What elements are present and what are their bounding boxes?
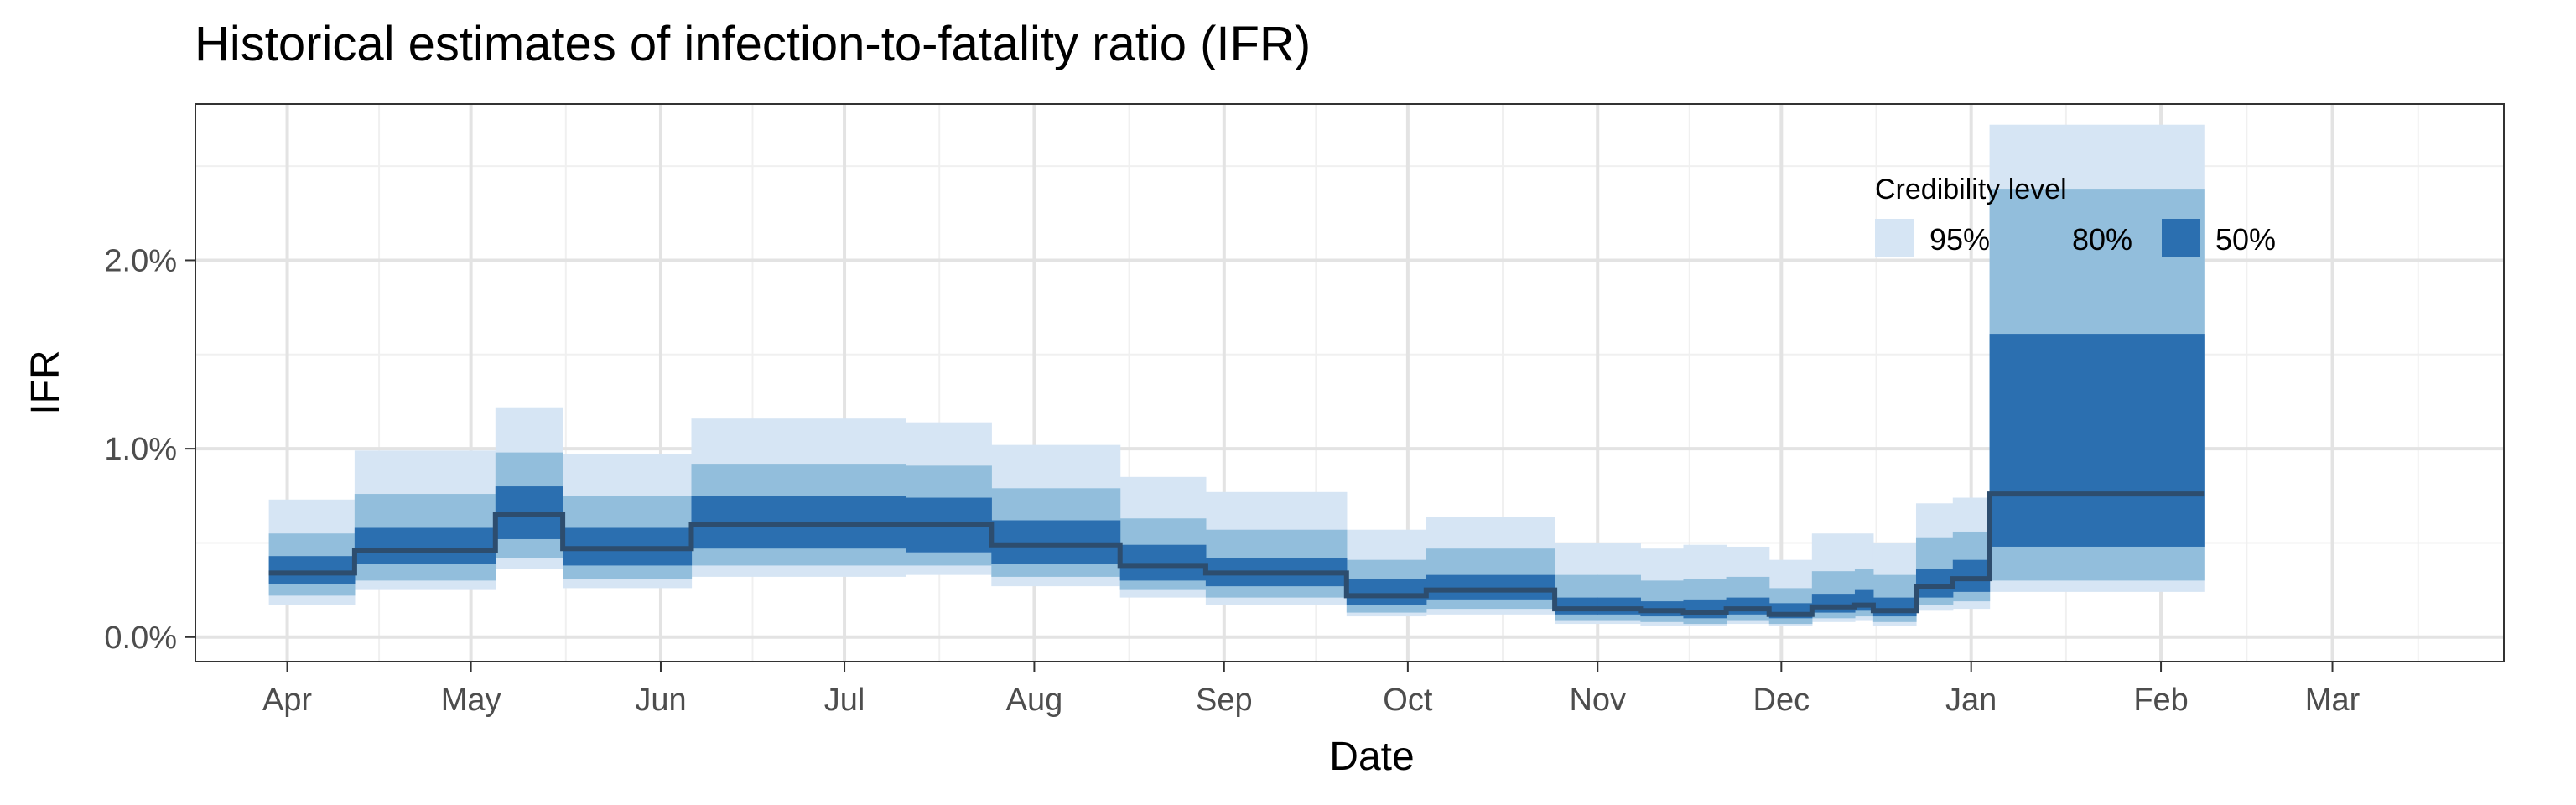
legend-title: Credibility level — [1875, 174, 2067, 205]
y-tick-label: 1.0% — [104, 432, 177, 467]
x-tick-label: Sep — [1196, 683, 1253, 718]
x-tick-label: Mar — [2305, 683, 2360, 718]
band-50-segment — [1119, 544, 1207, 581]
legend-swatch-95 — [1875, 219, 1914, 257]
x-tick-label: Jun — [635, 683, 686, 718]
legend-label-95: 95% — [1929, 222, 1990, 257]
band-50-segment — [1683, 599, 1727, 619]
band-50-segment — [354, 527, 496, 564]
x-tick-label: Jan — [1945, 683, 1997, 718]
band-50-segment — [1952, 559, 1991, 592]
plot-border — [195, 103, 2505, 662]
y-tick-label: 0.0% — [104, 621, 177, 656]
band-50-segment — [1597, 597, 1641, 615]
legend-label-80: 80% — [2072, 222, 2132, 257]
median-line-group — [268, 491, 2205, 617]
legend-swatch-50 — [2162, 219, 2200, 257]
legend-swatch-80 — [2018, 219, 2057, 257]
x-tick-label: Nov — [1569, 683, 1626, 718]
plot-area — [195, 103, 2505, 662]
band-50-segment — [1811, 594, 1856, 613]
x-tick-label: Oct — [1383, 683, 1433, 718]
x-tick-label: May — [441, 683, 501, 718]
x-tick-label: Apr — [262, 683, 312, 718]
y-axis: 0.0% 1.0% 2.0% — [104, 243, 195, 656]
band-50-segment — [1989, 334, 2205, 547]
band-50-segment — [1346, 579, 1427, 605]
band-50-segment — [268, 556, 356, 584]
x-tick-label: Dec — [1753, 683, 1810, 718]
y-axis-label: IFR — [23, 350, 68, 414]
legend-label-50: 50% — [2215, 222, 2276, 257]
x-axis: Apr May Jun Jul Aug Sep Oct Nov Dec Jan Feb Mar — [262, 662, 2360, 718]
x-tick-label: Aug — [1006, 683, 1063, 718]
band-50-segment — [1872, 597, 1917, 617]
band-50-segment — [1555, 597, 1598, 615]
x-tick-label: Jul — [824, 683, 865, 718]
legend: Credibility level 95% 80% 50% — [1875, 174, 2276, 257]
x-tick-label: Feb — [2133, 683, 2188, 718]
band-50-segment — [991, 520, 1121, 564]
median-line — [268, 491, 2205, 617]
band-50-segment — [1915, 569, 1954, 598]
band-50-segment — [1726, 597, 1770, 615]
chart-title: Historical estimates of infection-to-fat… — [195, 17, 1311, 71]
band-50-segment — [1426, 574, 1555, 600]
y-tick-label: 2.0% — [104, 243, 177, 278]
x-axis-label: Date — [1329, 735, 1414, 779]
